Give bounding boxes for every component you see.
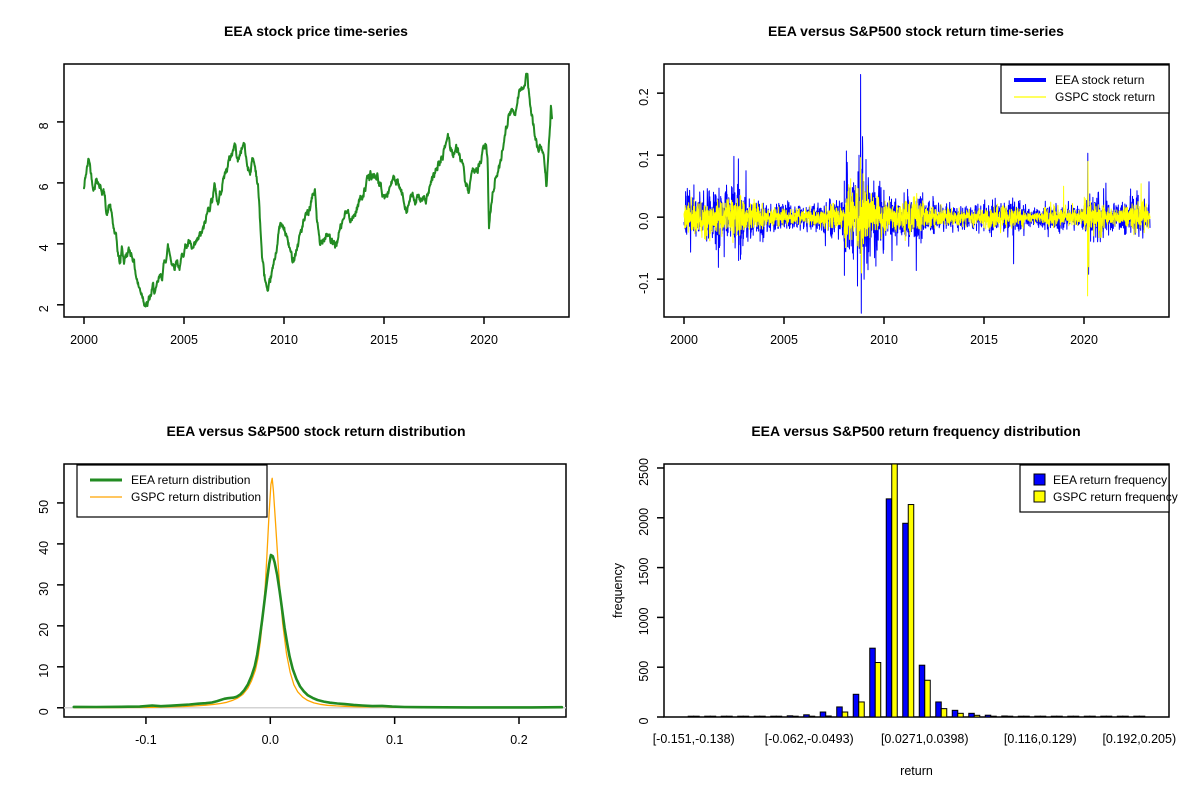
svg-text:0: 0 — [37, 708, 51, 715]
svg-text:6: 6 — [37, 183, 51, 190]
svg-text:0.0: 0.0 — [637, 212, 651, 229]
panel-return-distribution: EEA versus S&P500 stock return distribut… — [0, 400, 600, 800]
svg-text:1500: 1500 — [637, 558, 651, 586]
return-frequency-chart: EEA versus S&P500 return frequency distr… — [611, 423, 1178, 778]
svg-text:0.2: 0.2 — [637, 88, 651, 105]
svg-text:0.2: 0.2 — [510, 733, 527, 747]
panel-title-distribution: EEA versus S&P500 stock return distribut… — [166, 423, 465, 439]
svg-text:2005: 2005 — [770, 333, 798, 347]
svg-text:50: 50 — [37, 500, 51, 514]
panel-title-frequency: EEA versus S&P500 return frequency distr… — [751, 423, 1080, 439]
svg-text:-0.1: -0.1 — [637, 272, 651, 294]
svg-text:8: 8 — [37, 122, 51, 129]
svg-text:500: 500 — [637, 661, 651, 682]
svg-text:2000: 2000 — [670, 333, 698, 347]
svg-text:2020: 2020 — [1070, 333, 1098, 347]
svg-text:[-0.062,-0.0493): [-0.062,-0.0493) — [765, 732, 854, 746]
svg-text:return: return — [900, 764, 933, 778]
svg-text:[0.192,0.205): [0.192,0.205) — [1102, 732, 1176, 746]
svg-text:0.1: 0.1 — [637, 150, 651, 167]
svg-text:10: 10 — [37, 664, 51, 678]
svg-text:EEA return frequency: EEA return frequency — [1053, 473, 1167, 487]
svg-text:2: 2 — [37, 305, 51, 312]
svg-text:2000: 2000 — [70, 333, 98, 347]
svg-text:0.0: 0.0 — [262, 733, 279, 747]
svg-text:EEA stock return: EEA stock return — [1055, 73, 1144, 87]
svg-text:1000: 1000 — [637, 607, 651, 635]
svg-text:30: 30 — [37, 582, 51, 596]
panel-eea-price: EEA stock price time-series 2 4 6 8 2000 2005… — [0, 0, 600, 400]
svg-text:GSPC return frequency: GSPC return frequency — [1053, 490, 1178, 504]
svg-text:0.1: 0.1 — [386, 733, 403, 747]
svg-text:GSPC return distribution: GSPC return distribution — [131, 490, 261, 504]
svg-text:[0.116,0.129): [0.116,0.129) — [1004, 732, 1077, 746]
svg-text:2020: 2020 — [470, 333, 498, 347]
svg-text:2010: 2010 — [270, 333, 298, 347]
svg-text:-0.1: -0.1 — [135, 733, 157, 747]
svg-text:4: 4 — [37, 244, 51, 251]
svg-text:2015: 2015 — [970, 333, 998, 347]
svg-text:2015: 2015 — [370, 333, 398, 347]
svg-text:2000: 2000 — [637, 508, 651, 536]
svg-text:EEA return distribution: EEA return distribution — [131, 473, 250, 487]
svg-text:frequency: frequency — [611, 562, 625, 618]
svg-text:40: 40 — [37, 541, 51, 555]
return-distribution-chart: EEA versus S&P500 stock return distribut… — [37, 423, 567, 747]
panel-return-timeseries: EEA versus S&P500 stock return time-seri… — [600, 0, 1200, 400]
return-timeseries-chart: EEA versus S&P500 stock return time-seri… — [637, 23, 1170, 347]
panel-title-price: EEA stock price time-series — [224, 23, 408, 39]
svg-text:[0.0271,0.0398): [0.0271,0.0398) — [881, 732, 969, 746]
panel-return-frequency: EEA versus S&P500 return frequency distr… — [600, 400, 1200, 800]
panel-title-returns: EEA versus S&P500 stock return time-seri… — [768, 23, 1064, 39]
svg-text:2500: 2500 — [637, 458, 651, 486]
svg-text:GSPC stock return: GSPC stock return — [1055, 90, 1155, 104]
svg-text:0: 0 — [637, 717, 651, 724]
svg-text:[-0.151,-0.138): [-0.151,-0.138) — [653, 732, 735, 746]
svg-text:2005: 2005 — [170, 333, 198, 347]
svg-text:2010: 2010 — [870, 333, 898, 347]
svg-text:20: 20 — [37, 623, 51, 637]
eea-price-chart: EEA stock price time-series 2 4 6 8 2000 2005… — [37, 23, 570, 347]
